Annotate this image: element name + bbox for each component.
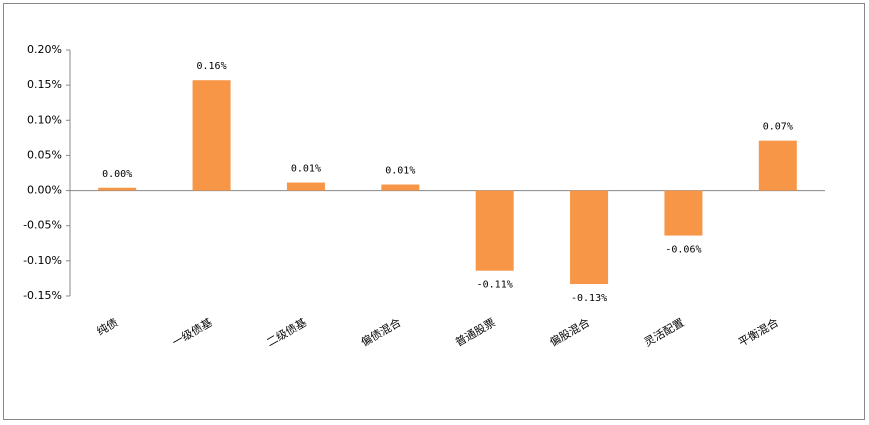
bar <box>98 187 137 191</box>
y-tick-label: 0.00% <box>27 184 62 197</box>
y-tick-label: 0.15% <box>27 78 62 91</box>
y-tick-label: 0.05% <box>27 148 62 161</box>
bar <box>758 140 797 191</box>
y-tick-label: -0.05% <box>23 219 62 232</box>
x-tick-label: 偏股混合 <box>547 315 592 349</box>
value-label: 0.16% <box>197 61 227 72</box>
bar <box>570 190 609 285</box>
x-tick-label: 纯债 <box>94 315 120 338</box>
bar <box>664 190 703 236</box>
x-tick-label: 偏债混合 <box>358 315 403 349</box>
value-label: -0.13% <box>571 293 607 304</box>
value-label: -0.06% <box>665 245 701 256</box>
value-label: 0.01% <box>291 164 321 175</box>
value-label: 0.00% <box>102 169 132 180</box>
y-tick-label: -0.15% <box>23 289 62 302</box>
bar <box>475 190 514 271</box>
y-tick-label: 0.10% <box>27 113 62 126</box>
value-label: 0.01% <box>385 166 415 177</box>
x-tick-label: 一级债基 <box>169 315 214 349</box>
y-tick-label: 0.20% <box>27 43 62 56</box>
bar <box>286 182 325 191</box>
bar <box>381 184 420 191</box>
value-label: -0.11% <box>477 280 513 291</box>
value-label: 0.07% <box>763 122 793 133</box>
bar <box>192 80 231 191</box>
x-tick-label: 普通股票 <box>453 315 498 349</box>
x-tick-label: 平衡混合 <box>736 315 781 349</box>
x-tick-label: 灵活配置 <box>642 316 687 349</box>
x-tick-label: 二级债基 <box>264 315 309 349</box>
chart-border <box>3 3 865 420</box>
y-tick-label: -0.10% <box>23 254 62 267</box>
